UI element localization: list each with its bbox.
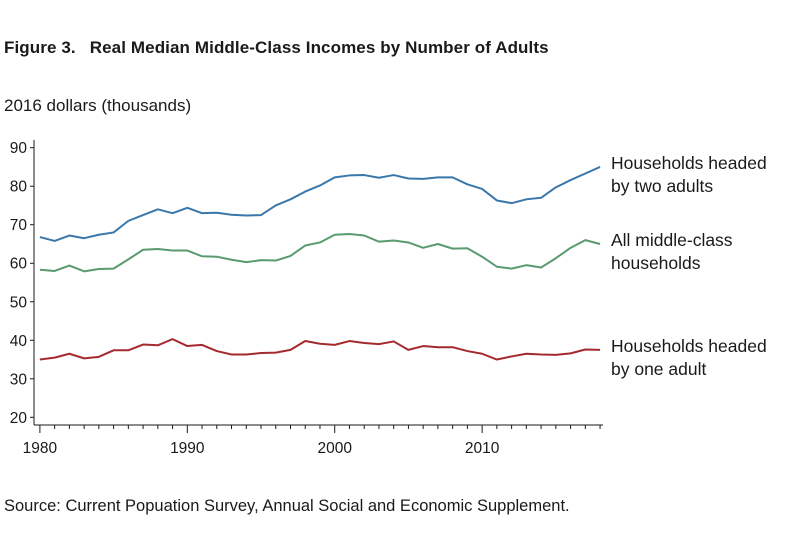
source-note: Source: Current Popuation Survey, Annual… [4,497,570,515]
x-tick-label: 1980 [23,440,58,457]
y-tick-label: 50 [10,294,28,311]
series-label-line: All middle-class [611,230,733,250]
series-label-all: All middle-class households [611,230,733,273]
series-label-line: households [611,253,701,273]
series-label-two-adults: Households headed by two adults [611,153,767,196]
chart-axes [33,140,603,426]
y-tick-label: 60 [10,256,28,273]
series-line-one-adult [39,338,601,361]
series-label-one-adult: Households headed by one adult [611,336,767,379]
y-tick-label: 90 [10,140,28,157]
series-label-line: Households headed [611,336,767,356]
y-tick-label: 30 [10,371,28,388]
y-tick-label: 40 [10,333,28,350]
figure-number: Figure 3. [4,38,76,57]
series-label-line: Households headed [611,153,767,173]
series-labels: Households headed by two adults All middle… [611,153,767,379]
figure-title-text: Real Median Middle-Class Incomes by Numb… [89,38,549,57]
series-label-line: by two adults [611,176,713,196]
series-label-line: by one adult [611,359,706,379]
y-axis-ticks: 20 30 40 50 60 70 80 90 [10,140,34,427]
series-lines [39,166,601,361]
series-line-two-adults [39,166,601,242]
y-tick-label: 20 [10,410,28,427]
figure-title: Figure 3. Real Median Middle-Class Income… [4,38,549,58]
x-tick-label: 2010 [465,440,500,457]
y-axis-units-label: 2016 dollars (thousands) [4,96,192,115]
x-tick-label: 1990 [170,440,205,457]
x-tick-label: 2000 [317,440,352,457]
y-tick-label: 80 [10,179,28,196]
x-axis-ticks: 1980 1990 2000 2010 [23,425,601,457]
y-tick-label: 70 [10,217,28,234]
series-line-all [39,232,601,273]
